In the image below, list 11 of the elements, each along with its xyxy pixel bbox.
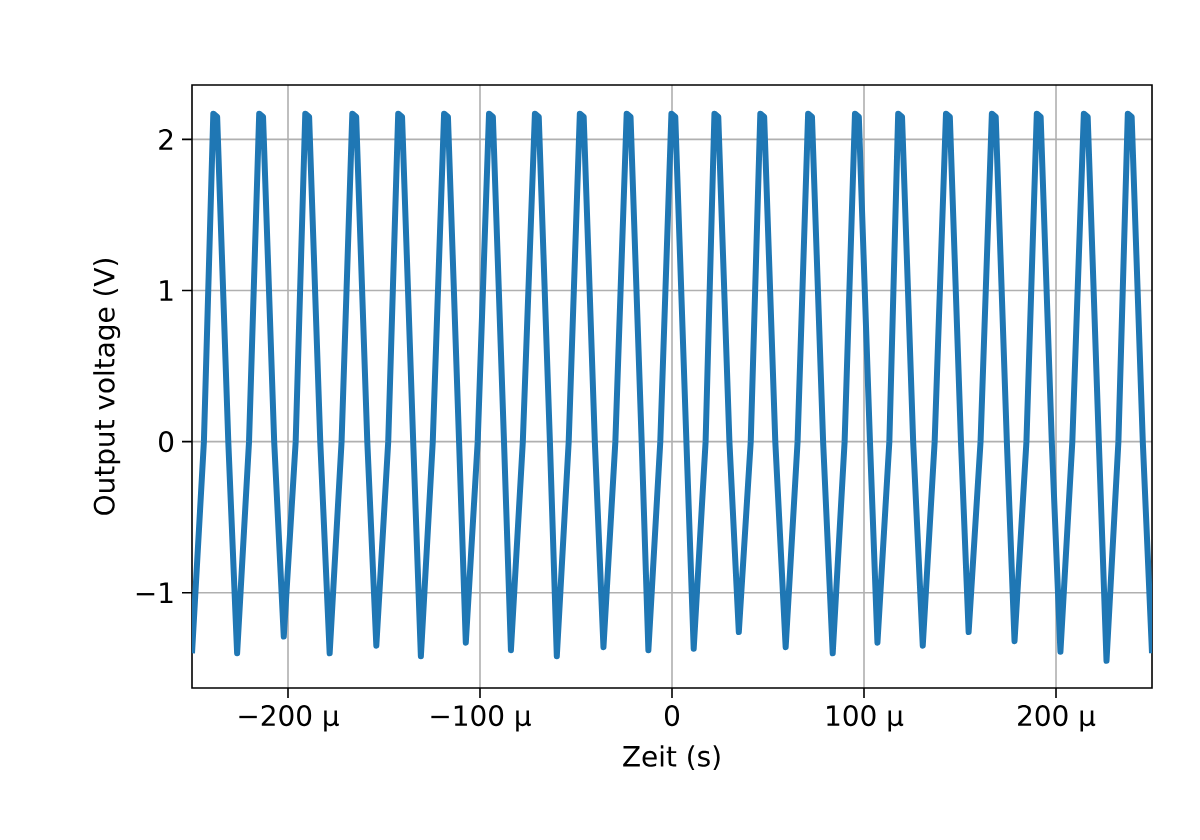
x-tick-label: −200 µ bbox=[239, 705, 339, 732]
x-axis-title: Zeit (s) bbox=[623, 745, 720, 771]
x-tick-label: 200 µ bbox=[1018, 705, 1096, 732]
y-tick-label: −1 bbox=[136, 582, 173, 603]
x-tick-label: 0 bbox=[664, 705, 680, 727]
y-axis-title: Output voltage (V) bbox=[93, 259, 121, 515]
y-tick-label: 0 bbox=[159, 431, 174, 453]
x-tick-label: 100 µ bbox=[827, 705, 904, 732]
y-tick-label: 1 bbox=[160, 280, 173, 301]
x-tick-label: −100 µ bbox=[431, 705, 531, 732]
y-tick-label: 2 bbox=[159, 129, 173, 150]
